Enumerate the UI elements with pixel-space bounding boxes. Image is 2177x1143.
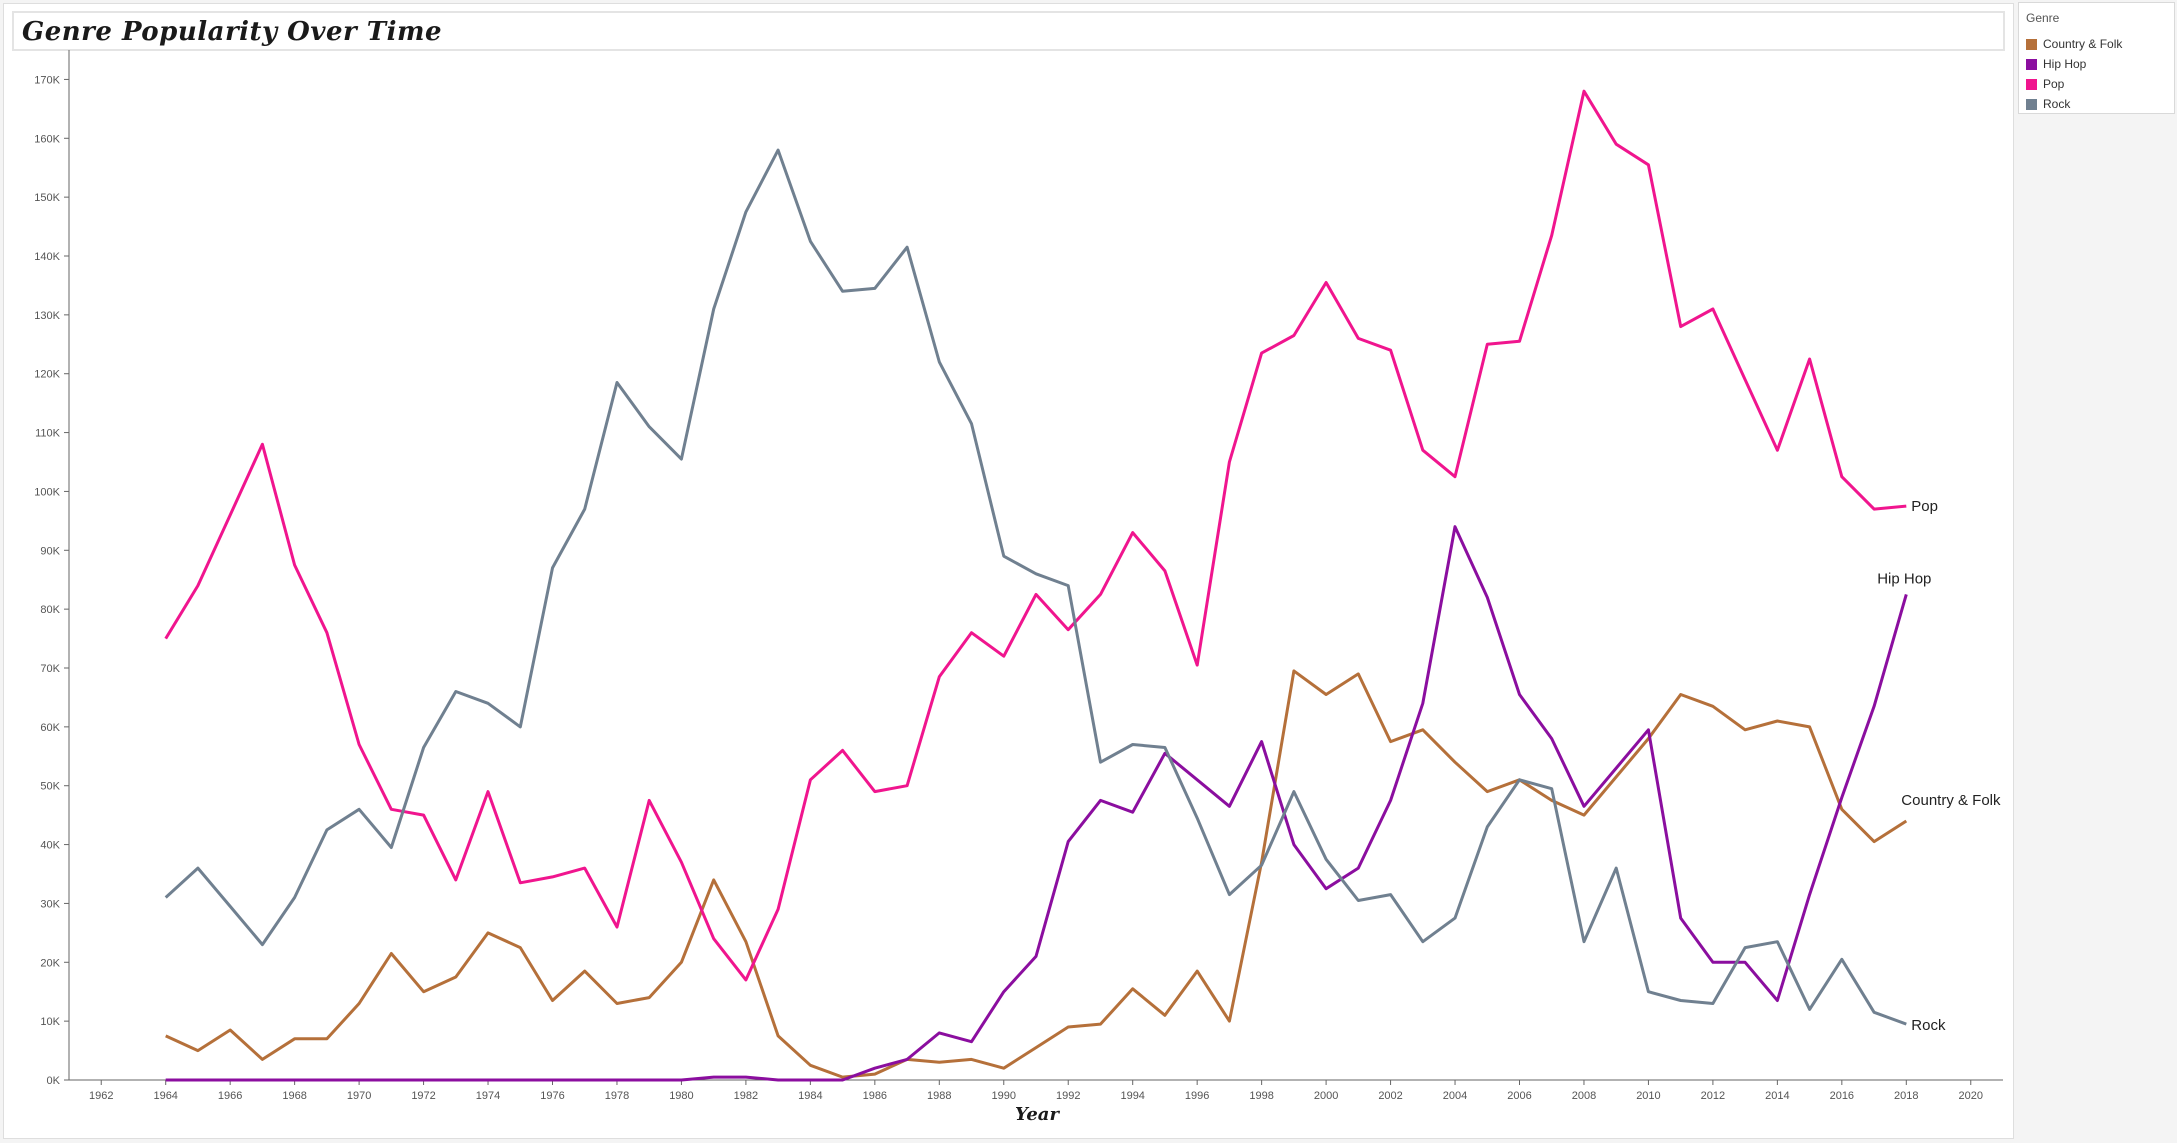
x-tick-label: 1978 [605, 1090, 629, 1102]
legend-label: Pop [2043, 77, 2065, 91]
legend-label: Rock [2043, 97, 2071, 111]
legend-item-hip-hop[interactable]: Hip Hop [2026, 55, 2086, 73]
x-tick-label: 1982 [734, 1090, 758, 1102]
x-tick-label: 1994 [1120, 1090, 1144, 1102]
title-bar: Genre Popularity Over Time [12, 11, 2005, 51]
legend-label: Hip Hop [2043, 57, 2087, 71]
legend: Genre Country & Folk Hip Hop Pop Rock [2018, 2, 2175, 114]
x-tick-label: 2014 [1765, 1090, 1789, 1102]
legend-item-country-folk[interactable]: Country & Folk [2026, 35, 2122, 53]
series-line-country-folk [165, 669, 1908, 1079]
x-tick-label: 1988 [927, 1090, 951, 1102]
legend-swatch [2026, 78, 2037, 90]
x-tick-label: 2010 [1636, 1090, 1660, 1102]
legend-item-rock[interactable]: Rock [2026, 95, 2070, 113]
series-line-hip-hop [165, 525, 1908, 1082]
y-tick-label: 30K [40, 898, 60, 910]
x-tick-label: 2004 [1443, 1090, 1467, 1102]
y-tick-label: 170K [34, 74, 60, 86]
end-label-pop: Pop [1911, 498, 1938, 515]
x-axis: 1962 1964 1966 1968 1970 1972 1974 1976 1978 1980… [69, 1079, 2003, 1102]
x-tick-label: 2018 [1894, 1090, 1918, 1102]
x-tick-label: 2000 [1314, 1090, 1338, 1102]
x-tick-label: 1962 [89, 1090, 113, 1102]
x-tick-label: 1984 [798, 1090, 822, 1102]
legend-title: Genre [2026, 11, 2060, 25]
x-axis-title: Year [1015, 1104, 1060, 1125]
x-tick-label: 1970 [347, 1090, 371, 1102]
y-tick-label: 0K [47, 1075, 61, 1087]
end-label-country-folk: Country & Folk [1901, 792, 2001, 809]
y-tick-label: 80K [40, 604, 60, 616]
x-tick-label: 1990 [992, 1090, 1016, 1102]
y-tick-label: 120K [34, 369, 60, 381]
x-tick-label: 1968 [282, 1090, 306, 1102]
x-tick-label: 1996 [1185, 1090, 1209, 1102]
series-line-rock [164, 148, 1907, 1026]
y-tick-label: 60K [40, 722, 60, 734]
end-label-hip-hop: Hip Hop [1877, 570, 1931, 587]
x-tick-label: 1974 [476, 1090, 500, 1102]
legend-item-pop[interactable]: Pop [2026, 75, 2064, 93]
y-tick-label: 20K [40, 957, 60, 969]
y-tick-label: 90K [40, 545, 60, 557]
x-tick-label: 1964 [153, 1090, 177, 1102]
y-tick-label: 130K [34, 310, 60, 322]
chart-title: Genre Popularity Over Time [22, 17, 443, 47]
x-tick-label: 1998 [1249, 1090, 1273, 1102]
y-tick-label: 140K [34, 251, 60, 263]
end-label-layer: Pop Hip Hop Country & Folk Rock [1877, 498, 2001, 1034]
x-tick-label: 2020 [1959, 1090, 1983, 1102]
x-tick-label: 2012 [1701, 1090, 1725, 1102]
x-tick-label: 1980 [669, 1090, 693, 1102]
x-tick-label: 2008 [1572, 1090, 1596, 1102]
x-tick-label: 1972 [411, 1090, 435, 1102]
x-tick-label: 2016 [1830, 1090, 1854, 1102]
y-axis: 0K 10K 20K 30K 40K 50K 60K 70K 80K 90K 100K 110K 120… [34, 50, 70, 1087]
legend-swatch [2026, 38, 2037, 50]
y-tick-label: 70K [40, 663, 60, 675]
series-layer [164, 89, 1908, 1082]
y-tick-label: 10K [40, 1016, 60, 1028]
end-label-rock: Rock [1911, 1017, 1946, 1034]
legend-label: Country & Folk [2043, 37, 2123, 51]
legend-swatch [2026, 58, 2037, 70]
y-tick-label: 150K [34, 192, 60, 204]
x-tick-label: 1966 [218, 1090, 242, 1102]
y-tick-label: 50K [40, 781, 60, 793]
x-tick-label: 1992 [1056, 1090, 1080, 1102]
x-tick-label: 2002 [1378, 1090, 1402, 1102]
x-tick-label: 1986 [863, 1090, 887, 1102]
line-chart: 0K 10K 20K 30K 40K 50K 60K 70K 80K 90K 100K 110K 120… [34, 50, 2003, 1125]
legend-swatch [2026, 98, 2037, 110]
y-tick-label: 40K [40, 840, 60, 852]
x-tick-label: 1976 [540, 1090, 564, 1102]
y-tick-label: 100K [34, 486, 60, 498]
y-tick-label: 160K [34, 133, 60, 145]
x-tick-label: 2006 [1507, 1090, 1531, 1102]
chart-panel: Genre Popularity Over Time [3, 3, 2014, 1139]
y-tick-label: 110K [35, 428, 61, 440]
series-line-pop [164, 89, 1907, 982]
